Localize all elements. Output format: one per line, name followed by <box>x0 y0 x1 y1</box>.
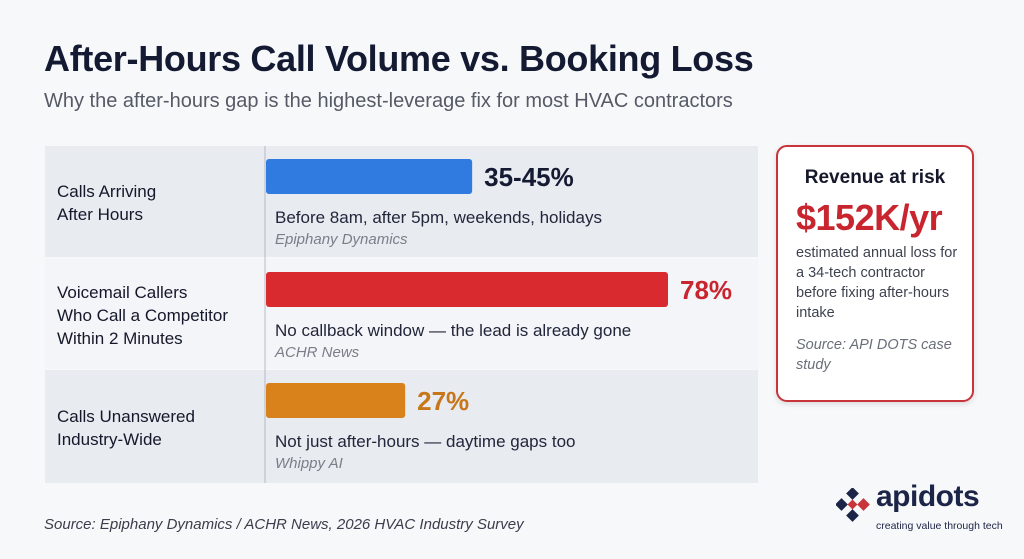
bar-description: Not just after-hours — daytime gaps too <box>275 432 575 451</box>
logo-mark-icon <box>836 488 870 522</box>
value-label: 35-45% <box>484 162 574 192</box>
category-label-line: Within 2 Minutes <box>57 328 183 348</box>
apidots-logo: apidots creating value through tech <box>836 480 1016 536</box>
bar-description: No callback window — the lead is already… <box>275 321 631 340</box>
bar <box>266 159 473 194</box>
risk-card-title: Revenue at risk <box>804 167 946 188</box>
bar-chart: 35-45% Before 8am, after 5pm, weekends, h… <box>45 146 758 483</box>
chart-subtitle: Why the after-hours gap is the highest-l… <box>44 90 733 112</box>
bar <box>266 383 406 418</box>
value-label: 27% <box>417 386 469 416</box>
category-label-line: Calls Arriving <box>57 181 157 201</box>
risk-card-source: Source: API DOTS case study <box>796 337 952 373</box>
bar-source: ACHR News <box>274 344 360 361</box>
category-label-line: Who Call a Competitor <box>57 305 229 325</box>
bar-source: Epiphany Dynamics <box>275 231 408 248</box>
revenue-risk-card: Revenue at risk $152K/yr estimated annua… <box>776 145 974 402</box>
footer-source: Source: Epiphany Dynamics / ACHR News, 2… <box>44 516 524 533</box>
risk-card-description: estimated annual loss for a 34-tech cont… <box>796 245 958 321</box>
category-label: Calls Unanswered Industry-Wide <box>57 405 262 451</box>
chart-title: After-Hours Call Volume vs. Booking Loss <box>44 38 754 79</box>
bar-source: Whippy AI <box>275 455 343 472</box>
category-label-line: Voicemail Callers <box>57 282 188 302</box>
category-label-line: Industry-Wide <box>57 429 162 449</box>
bar <box>266 272 668 307</box>
value-label: 78% <box>680 275 732 305</box>
logo-tagline: creating value through tech <box>876 520 1003 532</box>
category-label-line: After Hours <box>57 204 143 224</box>
logo-wordmark: apidots <box>876 480 980 513</box>
risk-card-amount: $152K/yr <box>796 197 943 238</box>
category-label: Voicemail Callers Who Call a Competitor Wi… <box>57 281 262 350</box>
category-label: Calls Arriving After Hours <box>57 180 262 226</box>
bar-description: Before 8am, after 5pm, weekends, holiday… <box>275 208 602 227</box>
category-label-line: Calls Unanswered <box>57 406 195 426</box>
